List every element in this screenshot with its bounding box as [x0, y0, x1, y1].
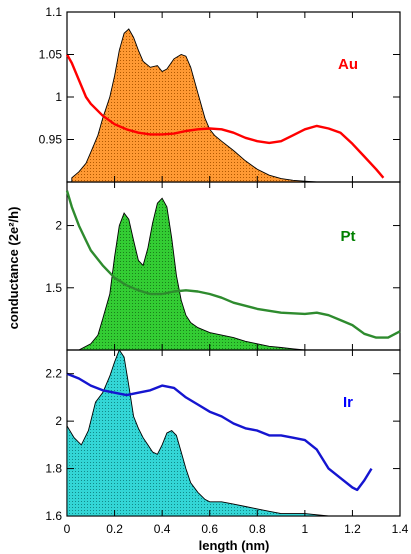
y-tick-label-au: 1.1	[45, 5, 62, 19]
y-tick-label-ir: 2.2	[45, 367, 62, 381]
x-tick-label: 0.2	[106, 522, 123, 536]
panel-au: 0.95 1 1.05 1.1 Au	[39, 5, 401, 183]
conductance-line-pt	[65, 190, 401, 339]
histogram-area-ir	[66, 349, 365, 517]
y-axis-title: conductance (2e²/h)	[6, 207, 21, 330]
metal-label-ir: Ir	[343, 394, 353, 411]
panel-pt: 1.5 2 Pt	[45, 181, 401, 351]
y-tick-label-au: 0.95	[39, 133, 63, 147]
panel-ir: 1.6 1.8 2 2.2 Ir	[45, 349, 401, 523]
y-tick-label-pt: 1.5	[45, 281, 62, 295]
x-tick-label: 0.4	[154, 522, 171, 536]
x-tick-label: 0	[64, 522, 71, 536]
x-tick-label: 0.6	[201, 522, 218, 536]
y-tick-label-ir: 1.6	[45, 509, 62, 523]
histogram-area-au	[71, 28, 317, 183]
y-tick-label-ir: 2	[55, 414, 62, 428]
conductance-line-au	[65, 53, 385, 179]
metal-label-au: Au	[338, 56, 358, 73]
x-axis-ticks: 0 0.2 0.4 0.6 0.8 1 1.2 1.4	[64, 522, 409, 536]
x-tick-label: 0.8	[249, 522, 266, 536]
y-tick-label-au: 1	[55, 90, 62, 104]
y-tick-label-au: 1.05	[39, 48, 63, 62]
y-tick-label-ir: 1.8	[45, 462, 62, 476]
metal-label-pt: Pt	[341, 228, 356, 245]
x-tick-label: 1.2	[344, 522, 361, 536]
x-tick-label: 1	[302, 522, 309, 536]
histogram-area-pt	[78, 197, 305, 351]
x-tick-label: 1.4	[392, 522, 409, 536]
x-axis-title: length (nm)	[199, 538, 270, 553]
y-tick-label-pt: 2	[55, 219, 62, 233]
conductance-line-ir	[66, 372, 373, 492]
